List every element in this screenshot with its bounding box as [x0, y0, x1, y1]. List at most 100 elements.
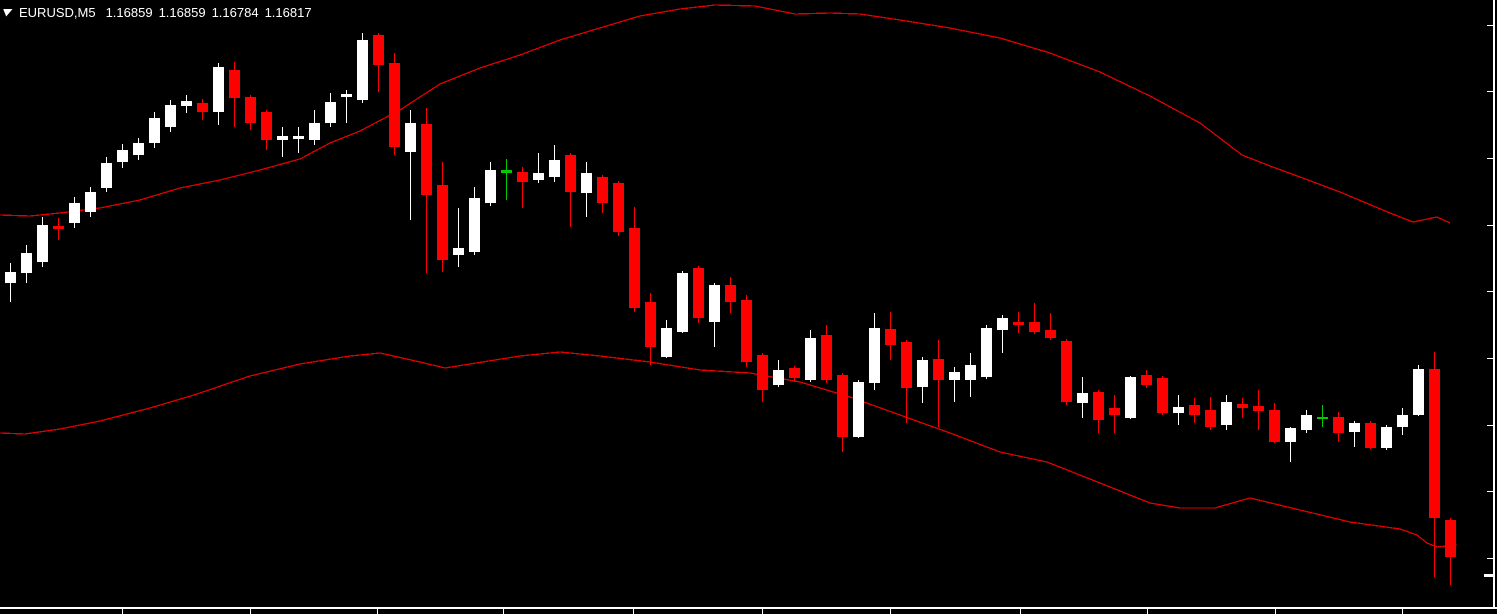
candle-body — [693, 268, 704, 318]
candle-body — [21, 253, 32, 273]
candle-body — [373, 35, 384, 65]
quote-high: 1.16859 — [158, 4, 206, 20]
candle-body — [85, 192, 96, 212]
candle-body — [1109, 408, 1120, 415]
candle-body — [261, 112, 272, 140]
candle-body — [5, 272, 16, 283]
candle-body — [1157, 378, 1168, 413]
candle-body — [181, 101, 192, 106]
candle-body — [1429, 369, 1440, 518]
candle-body — [357, 40, 368, 100]
candle-body — [533, 173, 544, 180]
candle-body — [1045, 330, 1056, 338]
candle-body — [229, 70, 240, 98]
candle-body — [197, 103, 208, 112]
time-axis-line — [0, 607, 1497, 609]
candle-body — [1093, 392, 1104, 420]
candle-body — [1253, 406, 1264, 411]
candle-body — [869, 328, 880, 383]
candle-body — [1349, 423, 1360, 432]
candle-body — [133, 143, 144, 155]
candle-body — [933, 359, 944, 380]
candle-body — [741, 300, 752, 362]
candle-body — [453, 248, 464, 255]
candle-body — [645, 302, 656, 347]
candle-body — [517, 172, 528, 182]
candle-body — [213, 67, 224, 112]
candle-body — [661, 328, 672, 357]
candle-body — [565, 155, 576, 192]
candle-body — [437, 185, 448, 260]
candle-body — [53, 226, 64, 229]
candle-body — [1029, 322, 1040, 332]
candle-body — [725, 285, 736, 302]
candle-body — [101, 163, 112, 188]
candle-body — [1077, 393, 1088, 403]
candle-body — [1445, 520, 1456, 557]
candle-body — [277, 136, 288, 140]
candle-body — [965, 365, 976, 380]
symbol-dropdown-triangle-icon[interactable] — [3, 8, 13, 17]
candle-body — [149, 118, 160, 143]
candle-body — [709, 285, 720, 322]
candle-body — [613, 183, 624, 232]
candle-body — [421, 124, 432, 195]
candle-body — [325, 102, 336, 123]
upper-band-line — [0, 4, 1451, 224]
candle-body — [245, 97, 256, 123]
candle-body — [1413, 369, 1424, 415]
candle-body — [837, 375, 848, 437]
candle-body — [1333, 417, 1344, 433]
candle-body — [1237, 404, 1248, 408]
candle-body — [805, 338, 816, 380]
candle-body — [917, 360, 928, 387]
price-axis-line — [1493, 0, 1495, 609]
candle-body — [853, 382, 864, 437]
candle-body — [37, 225, 48, 262]
candle-body — [981, 328, 992, 377]
candle-body — [389, 63, 400, 147]
candle-body — [821, 335, 832, 380]
candle-body — [1189, 405, 1200, 415]
candle-body — [501, 170, 512, 173]
candle-body — [885, 329, 896, 345]
candle-body — [1301, 415, 1312, 430]
candle-body — [1061, 341, 1072, 402]
candle-body — [1381, 427, 1392, 448]
candle-body — [1173, 407, 1184, 413]
candle-body — [165, 105, 176, 127]
quote-close: 1.16817 — [264, 4, 312, 20]
symbol-timeframe-label: EURUSD,M5 — [19, 4, 96, 20]
candle-body — [1285, 428, 1296, 442]
candle-body — [581, 173, 592, 193]
chart-title: EURUSD,M5 1.16859 1.16859 1.16784 1.1681… — [3, 3, 318, 21]
candle-body — [1205, 410, 1216, 427]
candle-body — [1397, 415, 1408, 427]
candle-body — [1365, 423, 1376, 448]
candle-body — [405, 123, 416, 152]
candle-body — [341, 94, 352, 97]
candle-body — [69, 203, 80, 223]
candle-body — [1221, 402, 1232, 425]
candle-body — [789, 368, 800, 378]
candle-body — [117, 150, 128, 162]
candle-body — [757, 355, 768, 390]
candle-body — [469, 198, 480, 252]
candle-body — [677, 273, 688, 332]
candle-body — [485, 170, 496, 203]
candle-body — [773, 370, 784, 385]
quote-low: 1.16784 — [211, 4, 259, 20]
candle-body — [997, 318, 1008, 330]
candle-body — [549, 160, 560, 177]
quote-open: 1.16859 — [105, 4, 153, 20]
candle-body — [1269, 410, 1280, 442]
candle-body — [901, 342, 912, 388]
candle-body — [629, 228, 640, 308]
candle-body — [309, 123, 320, 140]
candle-body — [949, 372, 960, 380]
candle-body — [1317, 417, 1328, 419]
candle-body — [1125, 377, 1136, 418]
candle-body — [1013, 322, 1024, 325]
